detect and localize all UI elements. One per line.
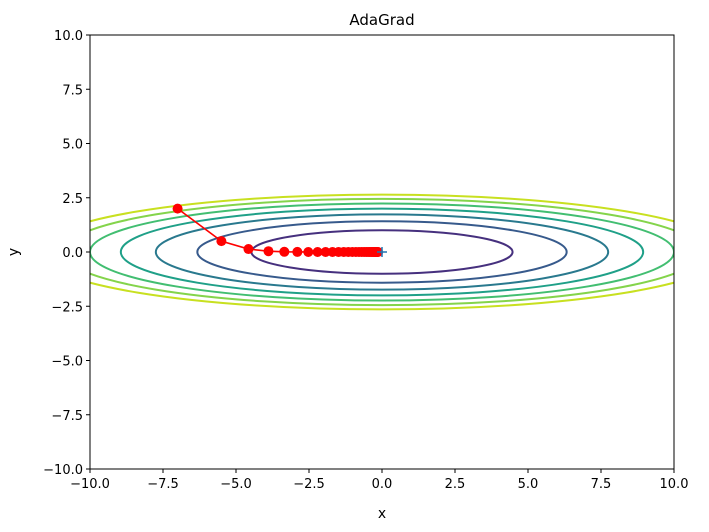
x-tick-label: 2.5: [445, 477, 466, 492]
y-tick-label: −5.0: [51, 355, 83, 370]
y-tick-label: 5.0: [62, 138, 83, 153]
x-axis-label: x: [378, 506, 386, 522]
y-tick-label: −7.5: [51, 409, 83, 424]
x-tick-label: −5.0: [220, 477, 252, 492]
path-point: [263, 246, 274, 257]
path-point: [292, 246, 303, 257]
y-tick-label: −2.5: [51, 300, 83, 315]
x-tick-label: 7.5: [591, 477, 612, 492]
path-point: [312, 247, 323, 257]
x-tick-label: 0.0: [372, 477, 393, 492]
path-point: [279, 246, 290, 257]
y-tick-label: 0.0: [62, 246, 83, 261]
x-tick-label: −7.5: [147, 477, 179, 492]
chart-title: AdaGrad: [349, 11, 414, 29]
path-point: [320, 247, 331, 257]
contour-level-2: [196, 220, 568, 284]
x-tick-label: −2.5: [293, 477, 325, 492]
path-point: [243, 244, 254, 255]
path-point: [216, 236, 227, 247]
x-tick-label: 5.0: [518, 477, 539, 492]
path-point: [303, 246, 314, 257]
minimum-plus-marker: [377, 247, 387, 257]
y-tick-label: 7.5: [62, 83, 83, 98]
y-axis-label: y: [6, 248, 22, 256]
contour-level-4: [119, 207, 645, 297]
y-tick-label: 10.0: [54, 29, 83, 44]
contour-level-7: [90, 193, 674, 311]
contour-level-3: [154, 213, 610, 291]
y-tick-label: −10.0: [43, 463, 83, 478]
contour-level-5: [90, 202, 674, 302]
y-tick-label: 2.5: [62, 192, 83, 207]
x-tick-label: 10.0: [660, 477, 689, 492]
x-tick-label: −10.0: [70, 477, 110, 492]
contour-level-6: [90, 197, 674, 307]
path-point: [172, 203, 183, 214]
